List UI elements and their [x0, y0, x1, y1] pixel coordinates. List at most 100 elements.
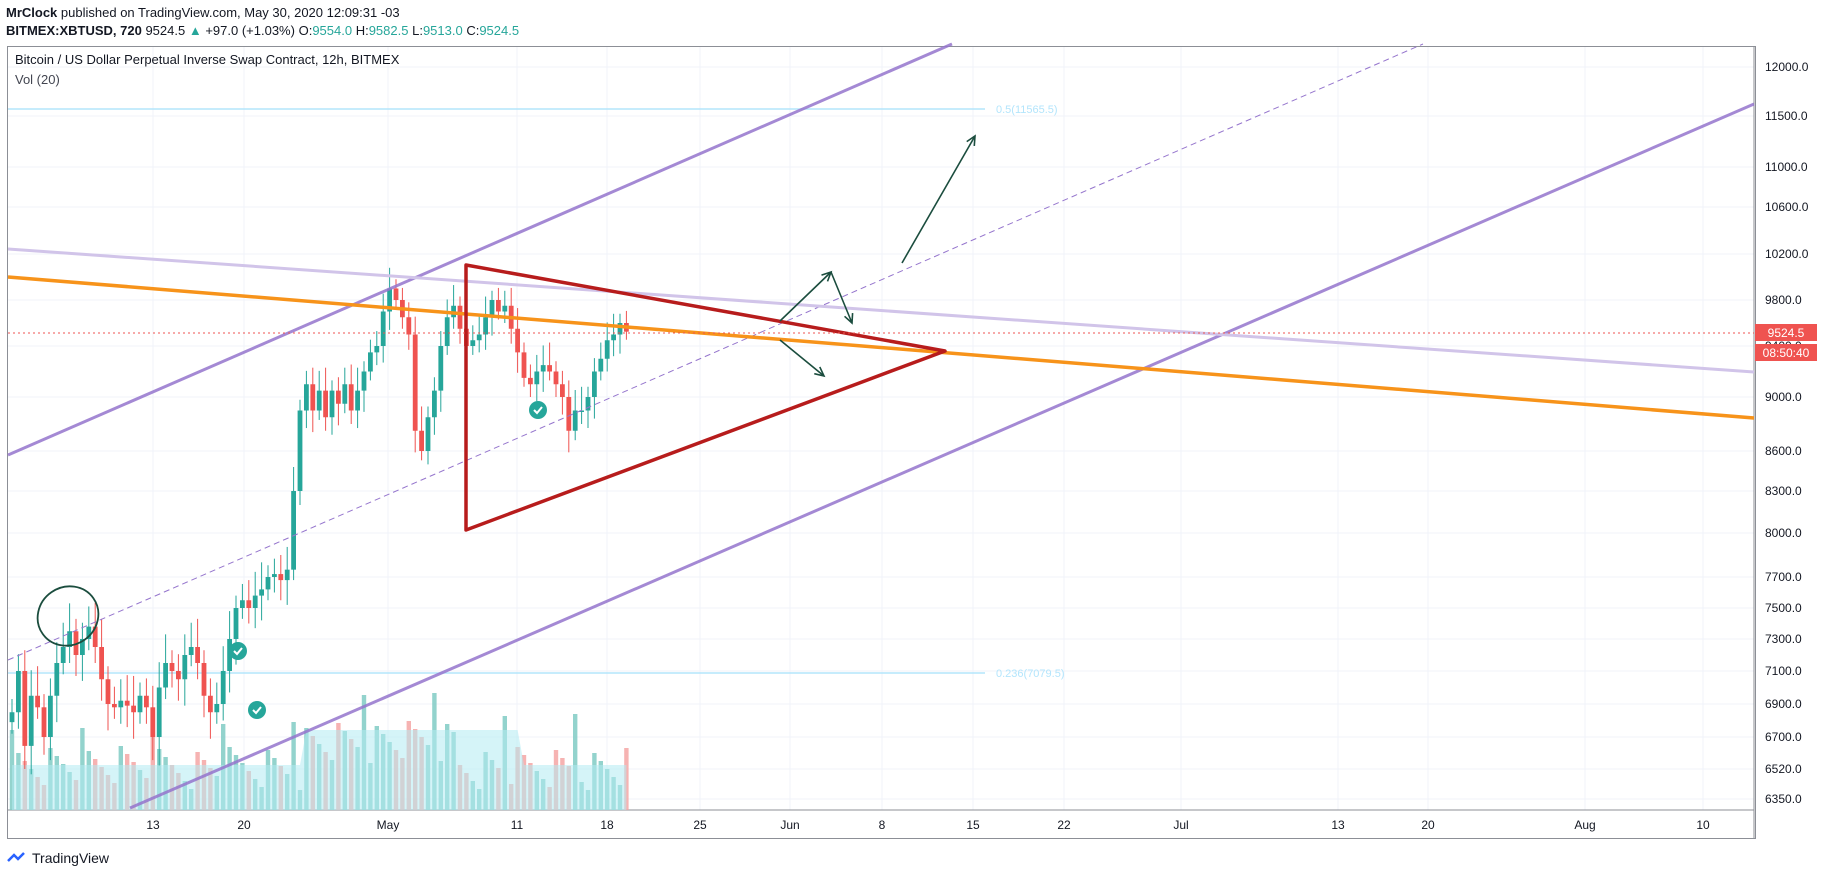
- candle-body: [611, 334, 616, 341]
- price-tick-label: 12000.0: [1765, 60, 1809, 74]
- candle-body: [201, 663, 207, 696]
- price-tick-label: 11500.0: [1765, 109, 1808, 123]
- candle-body: [35, 695, 40, 708]
- candle-body: [259, 589, 264, 596]
- close-label: C:: [466, 23, 480, 38]
- time-tick-label: 8: [879, 818, 886, 832]
- candle-body: [112, 704, 117, 708]
- candle-body: [227, 639, 232, 671]
- price-tick-label: 6350.0: [1765, 792, 1802, 806]
- candle-body: [444, 317, 450, 346]
- time-tick-label: 20: [1421, 818, 1435, 832]
- retest-arrow-head: [844, 312, 854, 325]
- price-tick-label: 7300.0: [1765, 632, 1802, 646]
- candle-body: [342, 384, 348, 404]
- candle-body: [310, 384, 316, 411]
- time-tick-label: 10: [1696, 818, 1710, 832]
- symbol-title[interactable]: Bitcoin / US Dollar Perpetual Inverse Sw…: [15, 52, 400, 67]
- candle-body: [502, 305, 508, 312]
- channel-top-line: [7, 42, 953, 457]
- candle-body: [412, 334, 418, 431]
- candle-body: [60, 647, 66, 663]
- low-value: 9513.0: [422, 23, 463, 38]
- candle-body: [220, 671, 226, 704]
- candle-body: [483, 317, 488, 335]
- candle-body: [572, 410, 578, 431]
- breakdown-arrow-head: [814, 366, 826, 378]
- idea-marker-icon: [229, 642, 247, 660]
- candle-body: [304, 384, 309, 411]
- time-tick-label: 22: [1057, 818, 1071, 832]
- time-tick-label: Jun: [780, 818, 799, 832]
- candle-body: [515, 328, 520, 353]
- price-tick-label: 10600.0: [1765, 200, 1809, 214]
- candle-body: [182, 655, 188, 680]
- breakdown-arrow: [779, 339, 825, 377]
- publish-info: published on TradingView.com, May 30, 20…: [60, 5, 400, 20]
- retest-arrow: [830, 271, 853, 324]
- price-tick-label: 11000.0: [1765, 160, 1808, 174]
- candle-body: [73, 631, 79, 655]
- time-tick-label: 11: [511, 818, 524, 832]
- candle-body: [368, 352, 373, 372]
- candle-body: [438, 346, 444, 391]
- high-label: H:: [355, 23, 369, 38]
- time-tick-label: 15: [966, 818, 980, 832]
- time-tick-label: 13: [1331, 818, 1345, 832]
- candle-body: [604, 340, 610, 359]
- time-tick-label: Jul: [1173, 818, 1188, 832]
- candle-body: [316, 390, 322, 411]
- candle-body: [144, 695, 149, 708]
- candle-body: [28, 695, 34, 746]
- candle-body: [284, 569, 290, 581]
- candle-body: [496, 300, 501, 312]
- candle-body: [585, 397, 591, 411]
- channel-bottom-line: [129, 102, 1755, 810]
- candle-body: [118, 700, 124, 708]
- chart-frame[interactable]: [7, 46, 1756, 839]
- volume-indicator-label[interactable]: Vol (20): [15, 72, 60, 87]
- candle-body: [80, 639, 85, 655]
- fib-label: 0.236(7079.5): [996, 668, 1065, 680]
- countdown-badge-text: 08:50:40: [1763, 346, 1810, 360]
- candle-body: [393, 288, 399, 300]
- candle-body: [86, 626, 92, 639]
- candle-body: [361, 371, 367, 391]
- price-tick-label: 7700.0: [1765, 570, 1802, 584]
- check-icon: [533, 406, 543, 415]
- candle-body: [137, 695, 143, 713]
- target-arrow-head: [966, 134, 976, 147]
- candle-body: [380, 311, 386, 346]
- candle-body: [457, 305, 463, 329]
- highlight-circle: [36, 585, 100, 647]
- candle-body: [150, 707, 156, 737]
- candle-body: [246, 600, 252, 608]
- author-name[interactable]: MrClock: [6, 5, 58, 20]
- candle-body: [9, 712, 15, 723]
- candle-body: [592, 371, 597, 397]
- tradingview-brand[interactable]: TradingView: [32, 850, 110, 866]
- candle-body: [233, 608, 239, 639]
- candle-body: [176, 671, 181, 680]
- price-change: +97.0 (+1.03%): [205, 23, 295, 38]
- price-tick-label: 6520.0: [1765, 762, 1802, 776]
- candle-body: [579, 410, 584, 412]
- check-icon: [233, 647, 243, 656]
- candle-body: [41, 707, 47, 737]
- last-price-badge: [1755, 324, 1817, 341]
- idea-marker-icon: [248, 701, 266, 719]
- candle-body: [489, 300, 495, 318]
- candle-body: [329, 390, 335, 418]
- ohlc-line: BITMEX:XBTUSD, 720 9524.5 ▲ +97.0 (+1.03…: [6, 22, 519, 40]
- time-tick-label: 18: [600, 818, 614, 832]
- candle-body: [355, 390, 360, 411]
- check-icon: [252, 706, 262, 715]
- time-tick-label: 13: [146, 818, 160, 832]
- low-label: L:: [412, 23, 423, 38]
- price-tick-label: 8000.0: [1765, 526, 1802, 540]
- candle-body: [419, 430, 424, 451]
- price-tick-label: 6900.0: [1765, 697, 1802, 711]
- candle-body: [553, 371, 559, 385]
- price-tick-label: 10200.0: [1765, 247, 1809, 261]
